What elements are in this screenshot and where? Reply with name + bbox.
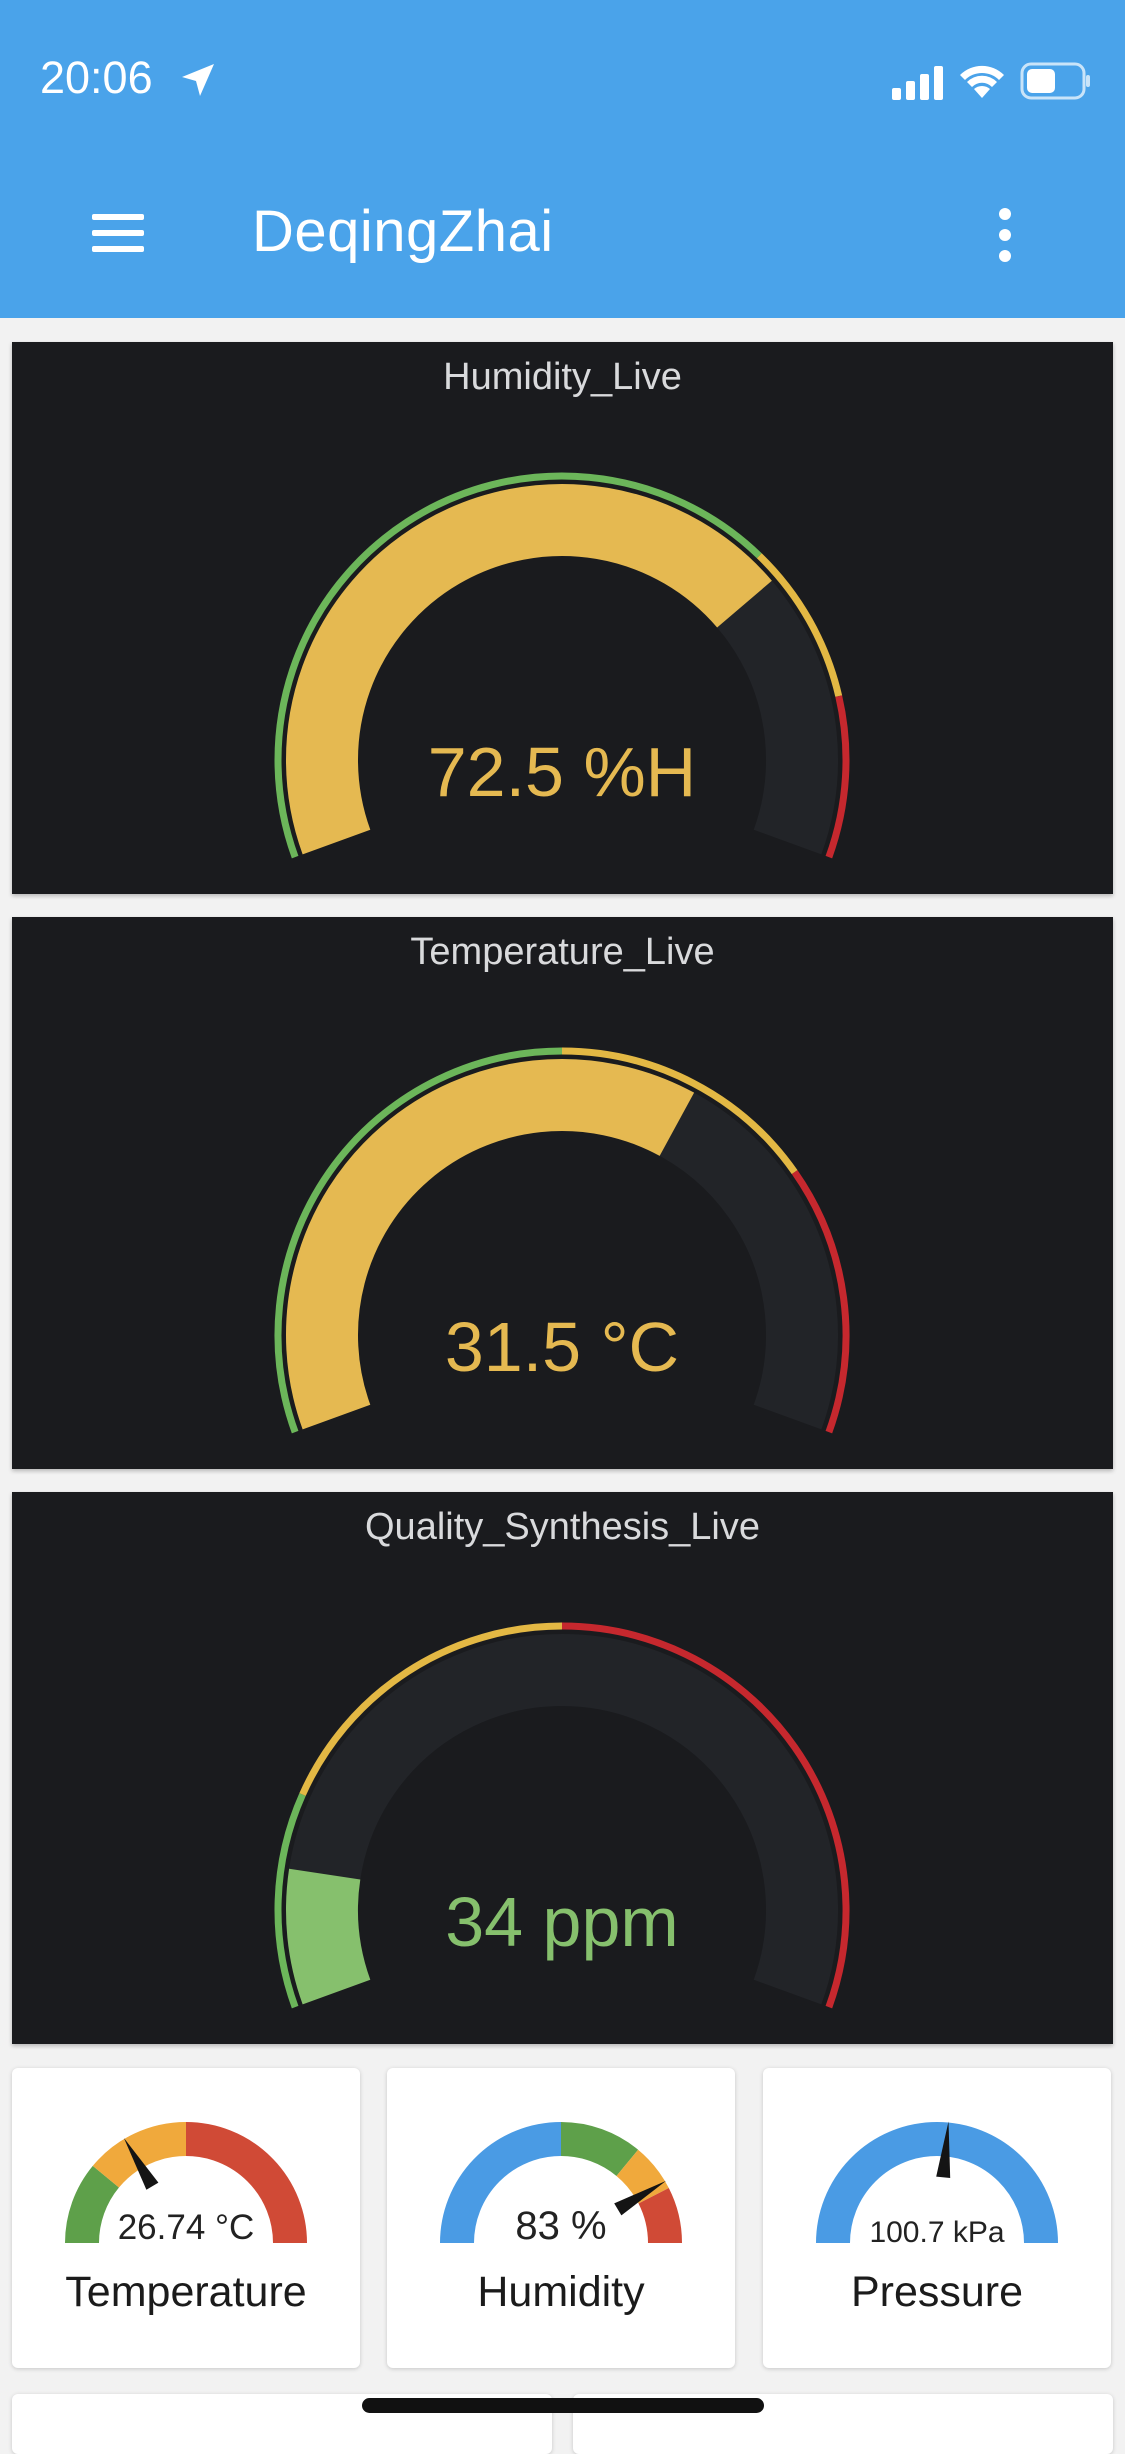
gauge-segment xyxy=(560,2122,639,2177)
pressure-value: 100.7 kPa xyxy=(869,2216,1005,2249)
temperature-value: 26.74 °C xyxy=(117,2208,255,2247)
location-arrow-icon xyxy=(182,64,214,96)
gauge-value: 34 ppm xyxy=(445,1883,678,1961)
humidity-label: Humidity xyxy=(477,2268,645,2316)
gauge-fill xyxy=(286,1868,371,2005)
panel-title: Humidity_Live xyxy=(443,356,682,398)
app-title: DeqingZhai xyxy=(252,199,554,264)
humidity-value: 83 % xyxy=(515,2204,607,2248)
gauge-fill xyxy=(286,1059,695,1430)
panel-title: Temperature_Live xyxy=(410,931,715,973)
gauge-fill xyxy=(286,483,772,855)
humidity-live-gauge: 72.5 %H xyxy=(274,472,850,859)
quality-synthesis-live-panel: Quality_Synthesis_Live 34 ppm xyxy=(12,1492,1113,2044)
threshold-arc xyxy=(299,1622,563,1796)
hamburger-menu-icon[interactable] xyxy=(88,208,148,258)
panel-title: Quality_Synthesis_Live xyxy=(365,1506,760,1548)
pressure-label: Pressure xyxy=(850,2268,1024,2316)
humidity-card[interactable]: 83 % Humidity xyxy=(387,2068,735,2368)
gauge-segment xyxy=(65,2165,120,2244)
humidity-mini-gauge xyxy=(440,2122,682,2244)
gauge-track xyxy=(286,1634,838,2005)
home-indicator xyxy=(362,2398,764,2413)
temperature-mini-gauge xyxy=(65,2122,307,2244)
pressure-card[interactable]: 100.7 kPa Pressure xyxy=(763,2068,1111,2368)
quality-synthesis-live-gauge: 34 ppm xyxy=(274,1622,850,2009)
temperature-live-panel: Temperature_Live 31.5 °C xyxy=(12,917,1113,1469)
threshold-arc xyxy=(825,695,850,859)
pressure-mini-gauge xyxy=(816,2121,1058,2244)
threshold-arc xyxy=(274,1047,563,1434)
gauge-segment xyxy=(638,2188,682,2244)
battery-icon xyxy=(1020,62,1090,100)
gauge-needle xyxy=(123,2138,159,2190)
app-bar: 20:06 DeqingZhai xyxy=(0,0,1125,318)
gauge-segment xyxy=(92,2122,187,2188)
gauge-value: 72.5 %H xyxy=(428,733,696,811)
status-icons xyxy=(0,52,260,112)
gauge-value: 31.5 °C xyxy=(445,1308,679,1386)
humidity-live-panel: Humidity_Live 72.5 %H xyxy=(12,342,1113,894)
gauge-needle xyxy=(614,2180,666,2216)
temperature-label: Temperature xyxy=(65,2268,307,2316)
gauge-segment xyxy=(615,2149,669,2205)
threshold-arc xyxy=(274,472,762,859)
threshold-arc xyxy=(274,1793,306,2009)
gauge-segment xyxy=(185,2122,307,2244)
temperature-card[interactable]: 26.74 °C Temperature xyxy=(12,2068,360,2368)
signal-icon xyxy=(892,66,943,100)
threshold-arc xyxy=(791,1170,850,1434)
status-time: 20:06 xyxy=(40,52,153,103)
more-vertical-icon[interactable] xyxy=(990,205,1020,265)
gauge-segment xyxy=(440,2122,562,2244)
threshold-arc xyxy=(561,1047,798,1175)
threshold-arc xyxy=(756,553,843,697)
threshold-arc xyxy=(561,1622,850,2009)
gauge-needle xyxy=(936,2121,951,2178)
temperature-live-gauge: 31.5 °C xyxy=(274,1047,850,1434)
wifi-icon xyxy=(960,65,1004,98)
gauge-segment xyxy=(816,2122,1058,2244)
